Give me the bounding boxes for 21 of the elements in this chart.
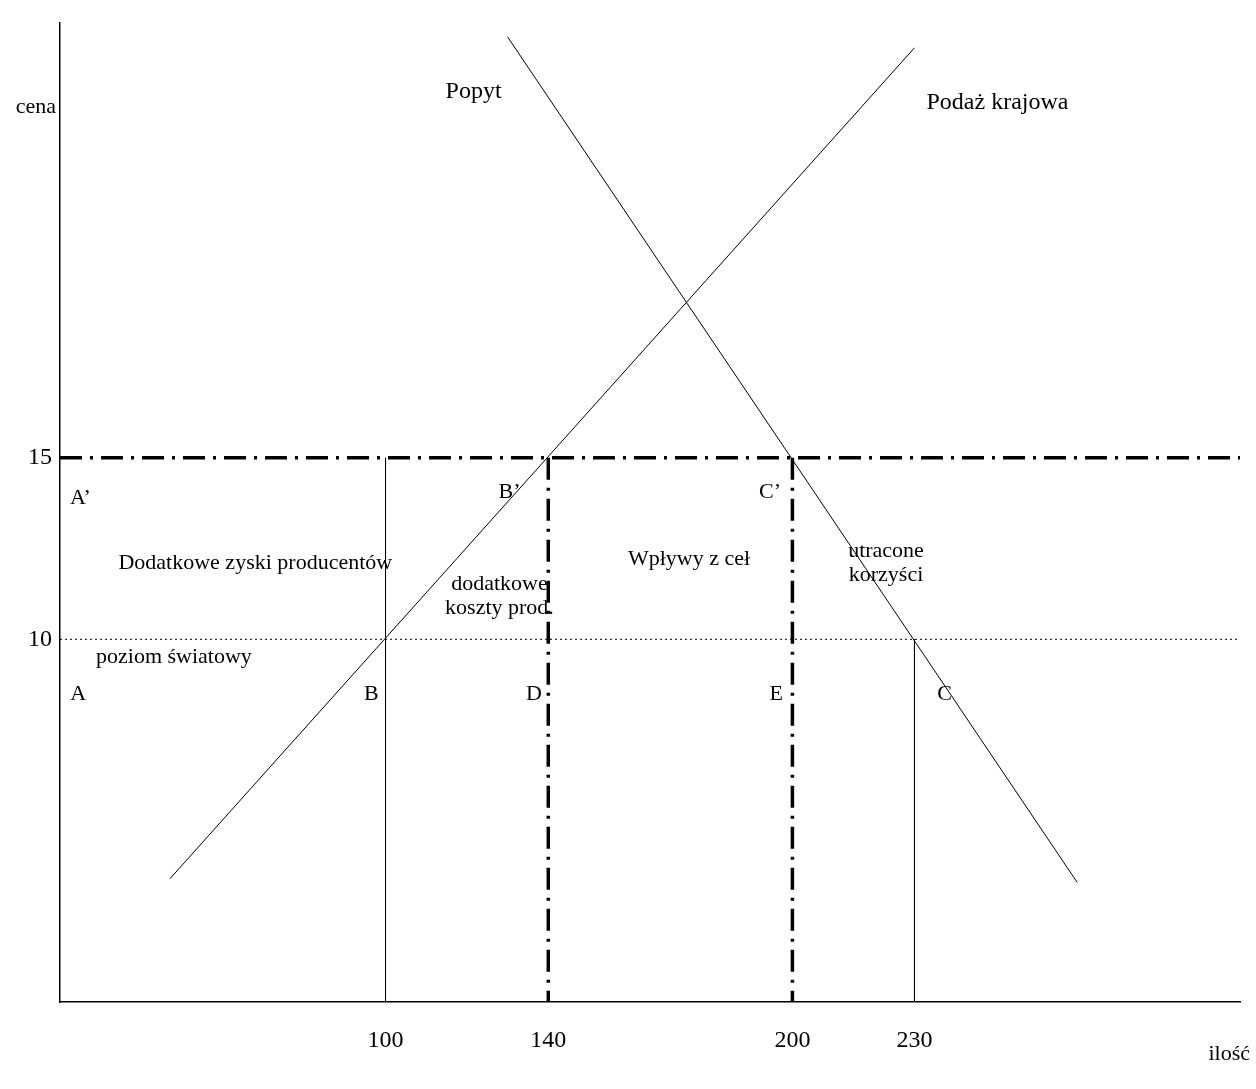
series-label: Popyt (445, 77, 502, 104)
annotation: B (363, 679, 379, 705)
annotation: Wpływy z ceł (627, 545, 751, 571)
y-tick-label: 15 (28, 443, 52, 470)
annotation: E (769, 679, 783, 705)
annotation: C (937, 679, 952, 705)
x-tick-label: 200 (774, 1025, 811, 1052)
y-tick-label: 10 (28, 624, 52, 651)
x-tick-label: 230 (896, 1025, 933, 1052)
annotation: D (526, 679, 542, 705)
annotation: dodatkowe koszty prod. (445, 569, 554, 619)
annotation: poziom światowy (96, 643, 252, 669)
annotation: A’ (69, 483, 91, 509)
annotation: A (70, 679, 87, 705)
series-label: Podaż krajowa (926, 88, 1069, 115)
x-tick-label: 140 (530, 1025, 567, 1052)
x-axis-title: ilość (1208, 1039, 1251, 1065)
annotation: B’ (498, 478, 521, 504)
x-tick-label: 100 (367, 1025, 404, 1052)
y-axis-title: cena (15, 93, 57, 119)
annotation: C’ (759, 478, 782, 504)
